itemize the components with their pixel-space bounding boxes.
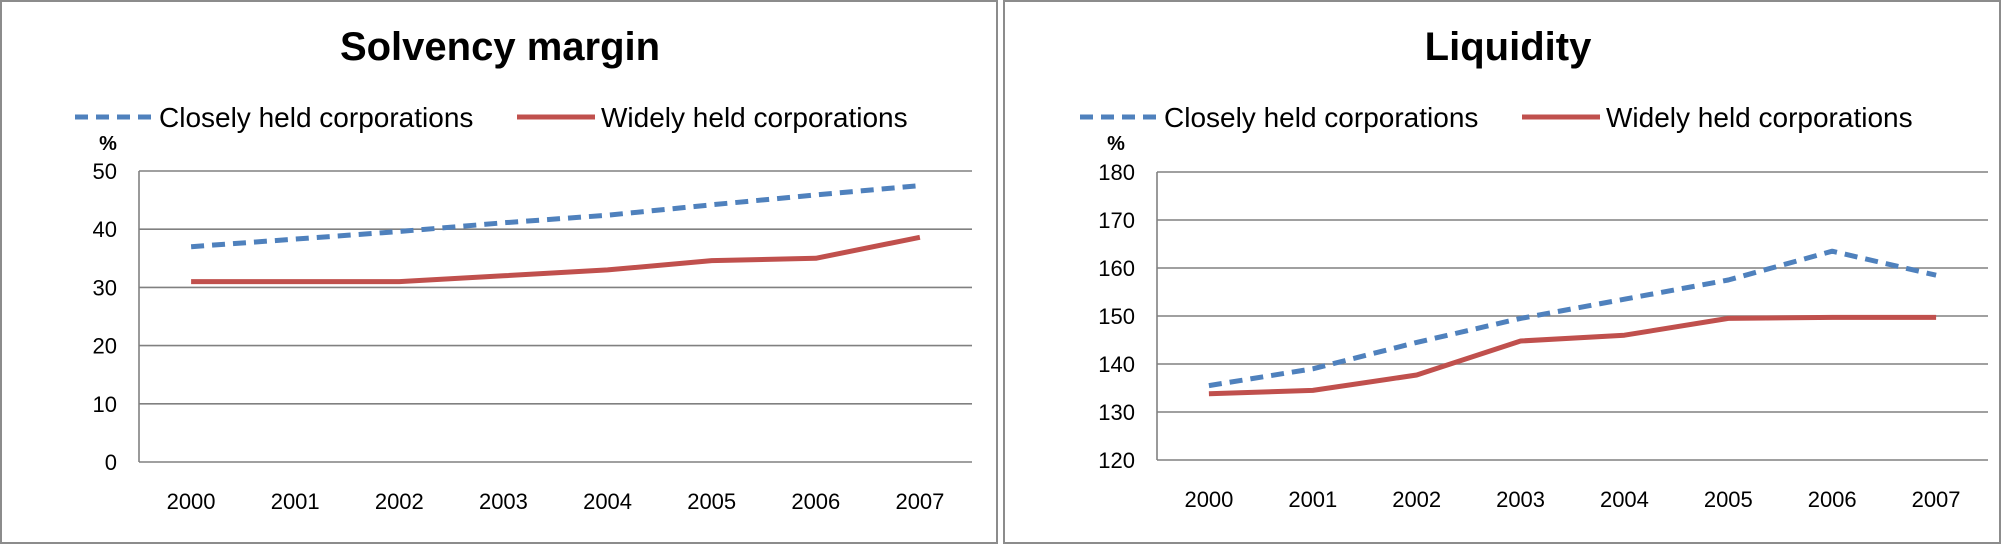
- legend-item: Closely held corporations: [1080, 102, 1478, 133]
- legend-item: Widely held corporations: [1522, 102, 1913, 133]
- x-tick-label: 2000: [167, 489, 216, 514]
- y-tick-label: 140: [1098, 352, 1135, 377]
- legend-item: Widely held corporations: [517, 102, 908, 133]
- y-axis-unit-label: %: [1107, 133, 1125, 155]
- y-axis-unit-label: %: [99, 133, 117, 155]
- x-tick-label: 2007: [1912, 487, 1961, 512]
- x-tick-label: 2003: [1496, 487, 1545, 512]
- x-tick-label: 2001: [1288, 487, 1337, 512]
- legend-label: Widely held corporations: [1606, 102, 1913, 133]
- y-tick-label: 120: [1098, 448, 1135, 473]
- widely-held-series-line: [191, 234, 921, 285]
- x-tick-label: 2005: [1704, 487, 1753, 512]
- y-tick-label: 50: [93, 159, 117, 184]
- x-tick-label: 2002: [1392, 487, 1441, 512]
- x-tick-label: 2004: [1600, 487, 1649, 512]
- closely-held-series-line: [190, 183, 921, 250]
- y-tick-label: 30: [93, 275, 117, 300]
- x-tick-label: 2004: [583, 489, 632, 514]
- y-tick-label: 20: [93, 334, 117, 359]
- y-tick-label: 160: [1098, 256, 1135, 281]
- x-tick-label: 2007: [895, 489, 944, 514]
- y-tick-label: 0: [105, 450, 117, 475]
- y-tick-label: 170: [1098, 208, 1135, 233]
- legend-item: Closely held corporations: [75, 102, 473, 133]
- y-tick-label: 40: [93, 217, 117, 242]
- y-tick-label: 10: [93, 392, 117, 417]
- solvency-margin-chart: Solvency margin Closely held corporations…: [75, 25, 972, 514]
- legend-label: Closely held corporations: [159, 102, 473, 133]
- y-tick-label: 130: [1098, 400, 1135, 425]
- x-tick-label: 2006: [1808, 487, 1857, 512]
- chart-title: Liquidity: [1425, 25, 1592, 69]
- liquidity-chart-panel: Liquidity Closely held corporations Widely…: [1003, 0, 2001, 544]
- y-tick-label: 150: [1098, 304, 1135, 329]
- legend-label: Closely held corporations: [1164, 102, 1478, 133]
- closely-held-series-line: [1208, 248, 1937, 389]
- x-tick-label: 2001: [271, 489, 320, 514]
- legend-label: Widely held corporations: [601, 102, 908, 133]
- x-tick-label: 2003: [479, 489, 528, 514]
- x-tick-label: 2002: [375, 489, 424, 514]
- x-tick-label: 2006: [791, 489, 840, 514]
- widely-held-series-line: [1208, 314, 1937, 397]
- y-tick-label: 180: [1098, 160, 1135, 185]
- x-tick-label: 2005: [687, 489, 736, 514]
- solvency-margin-chart-panel: Solvency margin Closely held corporations…: [0, 0, 998, 544]
- chart-title: Solvency margin: [340, 25, 660, 69]
- x-tick-label: 2000: [1184, 487, 1233, 512]
- liquidity-chart: Liquidity Closely held corporations Widely…: [1080, 25, 1988, 512]
